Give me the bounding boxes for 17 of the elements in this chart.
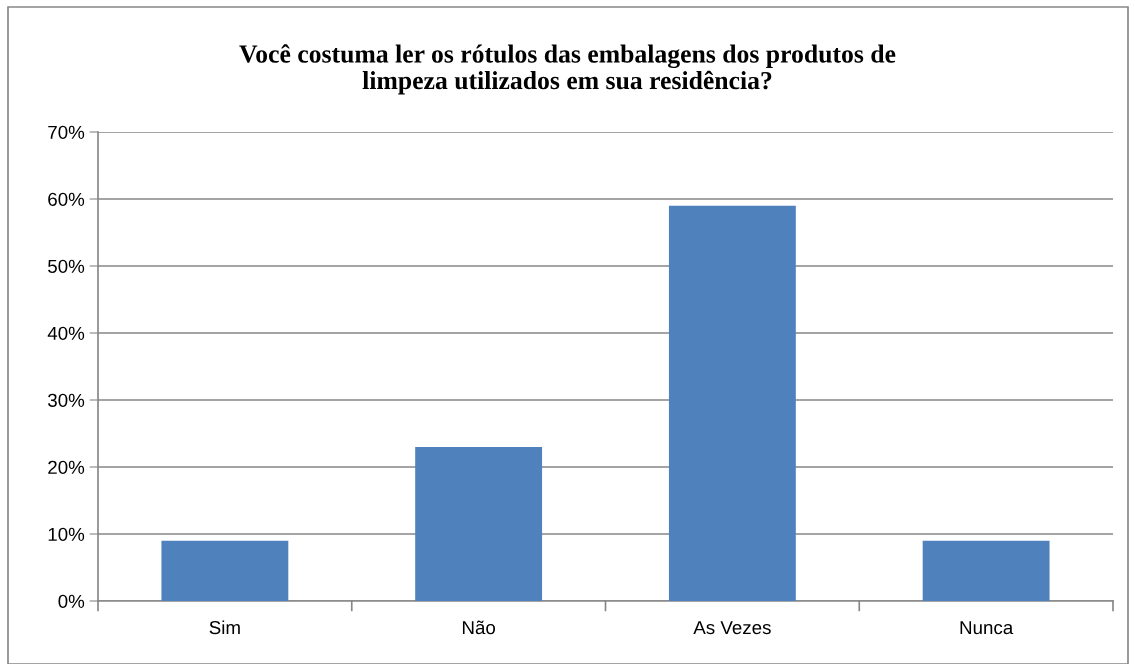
x-tick-label: As Vezes (693, 621, 771, 635)
y-tick-label: 0% (58, 594, 85, 608)
x-tick-label: Nunca (960, 621, 1014, 635)
bar (161, 540, 289, 601)
y-tick-label: 60% (48, 192, 85, 206)
bar (415, 446, 543, 601)
bar (668, 205, 796, 601)
y-tick-label: 40% (47, 326, 85, 340)
y-tick-label: 10% (48, 527, 85, 541)
bar (922, 540, 1050, 601)
y-tick-label: 20% (48, 460, 85, 474)
x-tick-label: Não (462, 620, 496, 635)
chart-title: Você costuma ler os rótulos das embalagens dos produtos de limpeza utilizados em sua residência? (239, 44, 896, 95)
y-tick-label: 70% (48, 125, 85, 139)
y-tick-label: 30% (47, 393, 85, 407)
y-tick-label: 50% (48, 259, 85, 273)
x-tick-label: Sim (209, 620, 240, 635)
